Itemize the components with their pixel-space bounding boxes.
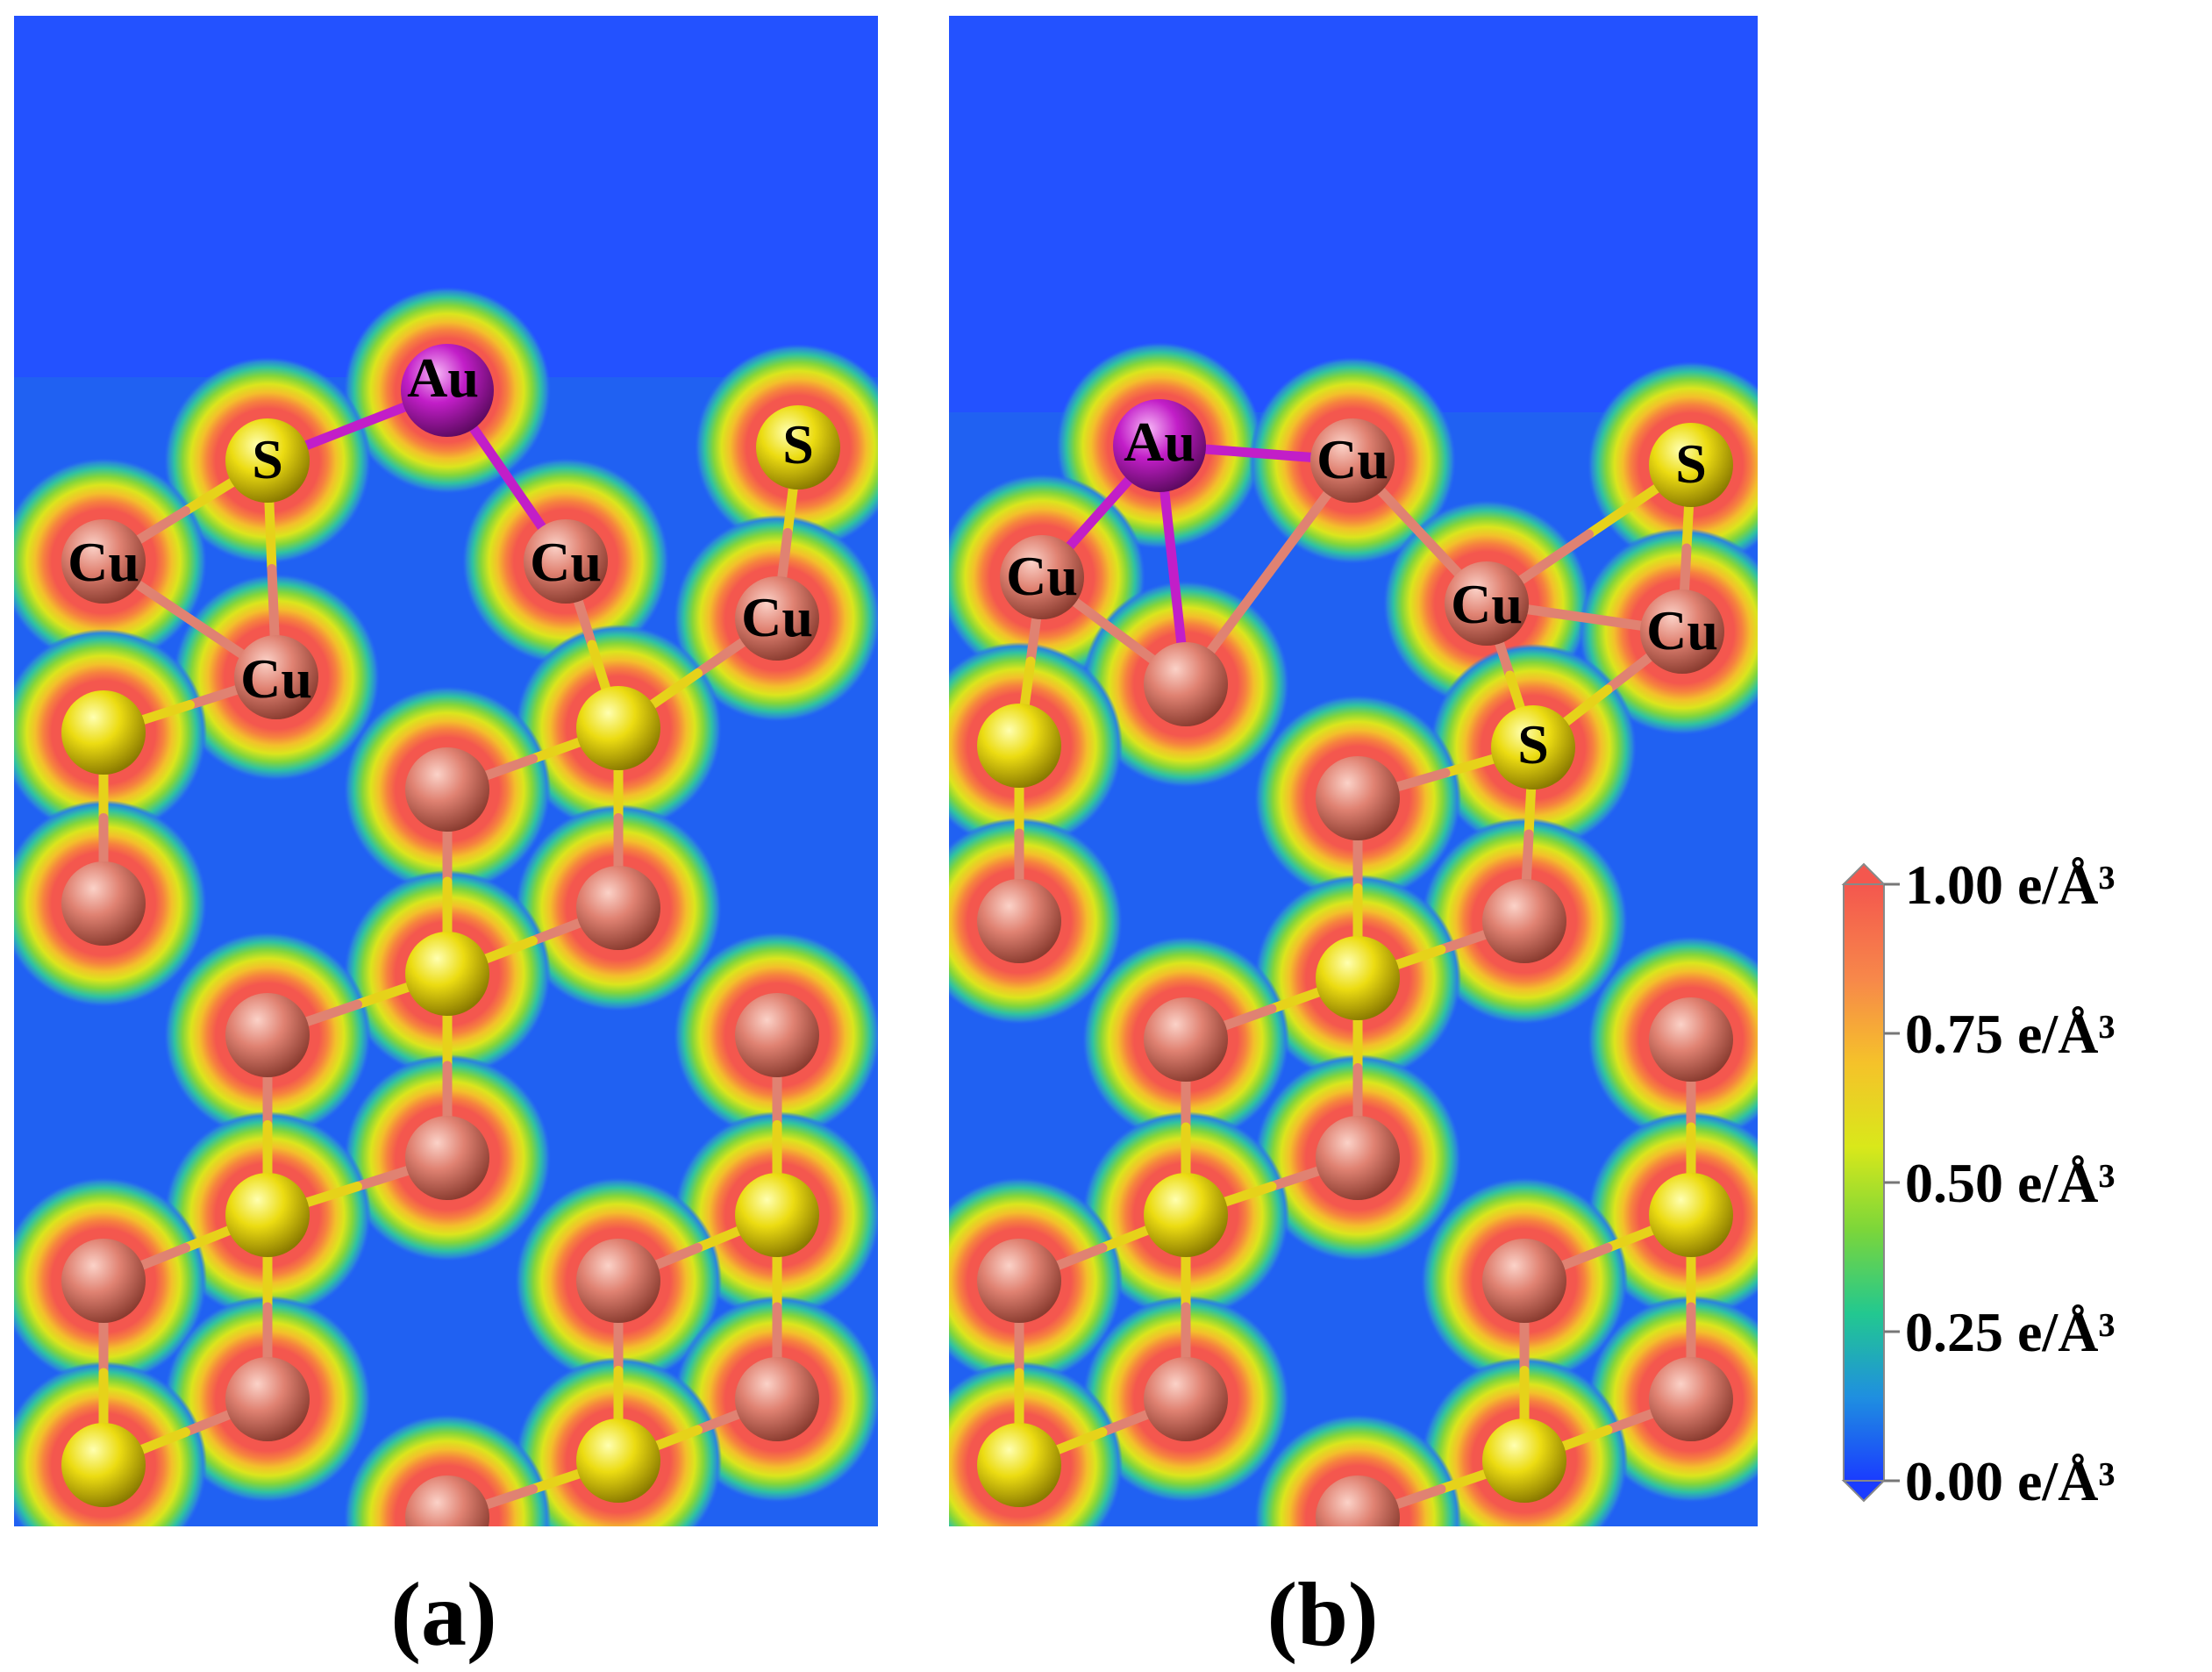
atom-label-cu: Cu — [1451, 573, 1523, 635]
atom-s — [756, 405, 840, 489]
panel-b-caption: (b) — [1267, 1564, 1378, 1665]
atom-cu — [1316, 1476, 1400, 1526]
atom-cu — [1482, 1239, 1566, 1323]
atom-s — [1649, 423, 1733, 507]
atom-cu — [405, 747, 489, 832]
atom-cu — [1649, 997, 1733, 1082]
atom-au — [401, 344, 494, 437]
atom-label-s: S — [1675, 432, 1707, 495]
atom-s — [1491, 705, 1575, 790]
colorbar-ticks: 1.00 e/Å³ 0.75 e/Å³ 0.50 e/Å³ 0.25 e/Å³ 0.00… — [1884, 854, 2116, 1512]
atom-cu — [1310, 418, 1395, 503]
atom-s — [225, 1173, 310, 1257]
atom-s — [576, 686, 660, 770]
atom-au — [1113, 399, 1206, 492]
atom-cu — [405, 1476, 489, 1526]
atom-cu — [977, 879, 1061, 963]
atom-s — [61, 690, 146, 775]
atom-cu — [524, 519, 608, 604]
atom-cu — [576, 866, 660, 950]
atom-cu — [1482, 879, 1566, 963]
colorbar: 1.00 e/Å³ 0.75 e/Å³ 0.50 e/Å³ 0.25 e/Å³ 0.00… — [1841, 854, 2116, 1512]
atom-label-au: Au — [1124, 411, 1195, 473]
atom-cu — [1144, 997, 1228, 1082]
atom-cu — [234, 635, 318, 719]
colorbar-tick-label: 0.75 e/Å³ — [1905, 1003, 2116, 1065]
atom-s — [1482, 1418, 1566, 1503]
atom-s — [1144, 1173, 1228, 1257]
atom-cu — [61, 519, 146, 604]
atom-cu — [735, 576, 819, 661]
atom-cu — [977, 1239, 1061, 1323]
atom-s — [61, 1423, 146, 1507]
atom-label-au: Au — [407, 347, 479, 409]
atom-cu — [61, 861, 146, 946]
atom-label-cu: Cu — [530, 531, 602, 593]
atom-cu — [225, 1357, 310, 1441]
panel-a: Au S S Cu Cu Cu Cu (a) — [14, 16, 878, 1665]
atom-s — [225, 418, 310, 503]
atom-cu — [1000, 535, 1084, 619]
atom-s — [1649, 1173, 1733, 1257]
atom-label-s: S — [1517, 713, 1549, 775]
atom-cu — [1649, 1357, 1733, 1441]
atom-cu — [1144, 1357, 1228, 1441]
atom-cu — [576, 1239, 660, 1323]
atom-label-cu: Cu — [741, 586, 813, 648]
atom-cu — [735, 993, 819, 1077]
panel-b-atoms — [977, 399, 1733, 1526]
atom-label-cu: Cu — [1316, 428, 1388, 490]
atom-s — [576, 1418, 660, 1503]
atom-cu — [225, 993, 310, 1077]
colorbar-bottom-arrow — [1841, 1480, 1887, 1503]
atom-label-cu: Cu — [240, 647, 312, 710]
atom-s — [977, 1423, 1061, 1507]
colorbar-top-arrow — [1841, 862, 1887, 885]
colorbar-tick-label: 0.50 e/Å³ — [1905, 1152, 2116, 1214]
panel-a-atoms — [61, 344, 840, 1526]
atom-s — [977, 704, 1061, 788]
atom-cu — [1144, 642, 1228, 726]
atom-label-s: S — [782, 413, 814, 475]
panel-b: Au Cu S Cu Cu Cu S (b) — [949, 16, 1758, 1665]
atom-cu — [1316, 1116, 1400, 1200]
atom-s — [1316, 936, 1400, 1020]
atom-cu — [1640, 589, 1724, 674]
colorbar-tick-label: 1.00 e/Å³ — [1905, 854, 2116, 916]
colorbar-tick-label: 0.00 e/Å³ — [1905, 1450, 2116, 1512]
atom-label-cu: Cu — [1646, 599, 1718, 661]
atom-cu — [61, 1239, 146, 1323]
panel-b-atom-labels: Au Cu S Cu Cu Cu S — [1006, 411, 1718, 775]
colorbar-gradient — [1843, 883, 1885, 1482]
atom-cu — [1316, 756, 1400, 840]
atom-cu — [735, 1357, 819, 1441]
panel-a-caption: (a) — [390, 1564, 496, 1665]
atom-label-cu: Cu — [1006, 545, 1078, 607]
atom-cu — [1445, 561, 1529, 646]
atom-label-s: S — [252, 428, 283, 490]
atom-cu — [405, 1116, 489, 1200]
panel-a-atom-labels: Au S S Cu Cu Cu Cu — [68, 347, 814, 710]
atom-s — [735, 1173, 819, 1257]
atom-s — [405, 932, 489, 1016]
colorbar-tick-label: 0.25 e/Å³ — [1905, 1301, 2116, 1363]
atom-label-cu: Cu — [68, 531, 139, 593]
